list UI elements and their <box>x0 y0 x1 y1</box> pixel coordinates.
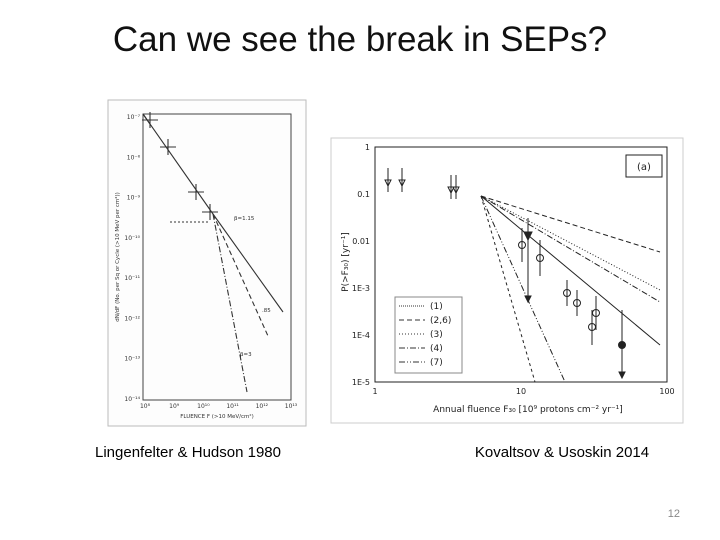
point <box>618 341 626 349</box>
y-tick-label: 10⁻¹² <box>124 315 140 322</box>
y-tick-label: 1 <box>365 143 370 152</box>
x-tick-label: 10¹³ <box>285 403 298 410</box>
figure-frame <box>330 137 684 424</box>
x-tick-label: 1 <box>372 387 377 396</box>
annotation: β=3 <box>240 352 252 358</box>
curve <box>480 195 661 303</box>
y-axis-label: P(>F₃₀) [yr⁻¹] <box>341 232 351 292</box>
y-tick-label: 10⁻⁷ <box>127 114 141 121</box>
x-axis-label: Annual fluence F₃₀ [10⁹ protons cm⁻² yr⁻… <box>433 405 623 415</box>
point <box>536 254 544 262</box>
curve <box>480 195 661 253</box>
legend-label: (3) <box>430 330 443 340</box>
curve <box>480 195 536 383</box>
curves <box>142 112 284 393</box>
annotation: .85 <box>262 308 271 314</box>
caption: Lingenfelter & Hudson 1980 <box>95 444 281 461</box>
annotation: β=1.15 <box>234 216 255 222</box>
y-tick-label: 10⁻¹¹ <box>124 275 140 282</box>
x-tick-label: 10⁹ <box>169 403 180 410</box>
legend-label: (2,6) <box>430 316 451 326</box>
curve <box>480 195 661 291</box>
legend-box <box>394 296 463 374</box>
curves <box>384 168 661 383</box>
x-tick-label: 10¹⁰ <box>197 403 210 410</box>
x-tick-label: 10¹² <box>256 403 269 410</box>
left-figure: 10⁻⁷ 10⁻⁸ 10⁻⁹ 10⁻¹⁰ 10⁻¹¹ 10⁻¹² 10⁻¹³ 10⁻¹⁴10⁸… <box>107 99 307 427</box>
figure-frame <box>107 99 307 427</box>
triangles <box>384 179 460 195</box>
caption: Kovaltsov & Usoskin 2014 <box>474 444 650 461</box>
panel-label: (a) <box>637 162 651 173</box>
curve <box>212 213 248 393</box>
y-tick-label: 1E-5 <box>352 378 370 387</box>
point <box>563 289 571 297</box>
y-tick-label: 10⁻¹³ <box>124 356 140 363</box>
curve <box>480 195 661 346</box>
x-tick-label: 10⁸ <box>140 403 151 410</box>
data-crosses <box>142 112 218 220</box>
point <box>592 309 600 317</box>
slide-title: Can we see the break in SEPs? <box>112 20 608 59</box>
y-tick-label: 10⁻⁸ <box>127 154 141 161</box>
x-axis-label: FLUENCE F (>10 MeV/cm²) <box>180 413 254 420</box>
legend-label: (7) <box>430 358 443 368</box>
point <box>573 299 581 307</box>
x-tick-label: 10¹¹ <box>226 403 239 410</box>
panel-box <box>625 154 663 178</box>
y-tick-label: 0.1 <box>357 190 370 199</box>
point <box>518 241 526 249</box>
x-tick-label: 100 <box>659 387 674 396</box>
curve <box>212 213 269 337</box>
page-number: 12 <box>667 508 680 520</box>
y-axis-label: dN/dF (No. per Sq or Cycle (>10 MeV per … <box>114 192 121 322</box>
y-tick-label: 0.01 <box>352 237 370 246</box>
legend-label: (4) <box>430 344 443 354</box>
plot-frame <box>374 146 668 383</box>
point <box>588 323 596 331</box>
legend-label: (1) <box>430 302 443 312</box>
y-tick-label: 10⁻¹⁰ <box>124 235 140 242</box>
curve <box>480 195 566 383</box>
y-tick-label: 1E-4 <box>352 331 370 340</box>
triangle <box>523 231 533 242</box>
x-tick-label: 10 <box>516 387 526 396</box>
plot-frame <box>142 113 292 401</box>
y-tick-label: 10⁻¹⁴ <box>124 396 140 403</box>
y-tick-label: 10⁻⁹ <box>127 195 141 202</box>
arrow-heads <box>524 295 626 380</box>
y-tick-label: 1E-3 <box>352 284 370 293</box>
